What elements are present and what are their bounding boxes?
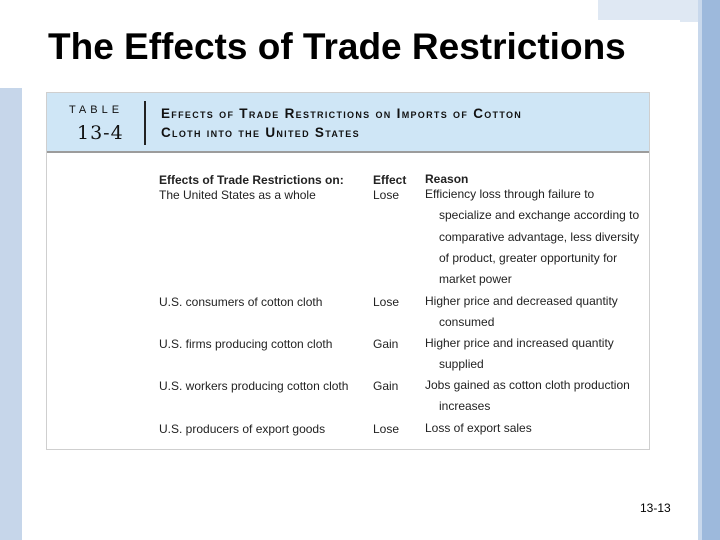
right-accent-bar (698, 0, 720, 540)
reason-line: Loss of export sales (425, 421, 532, 435)
row-group: U.S. consumers of cotton cloth (159, 295, 323, 309)
reason-line: increases (439, 399, 491, 414)
corner-accent (680, 12, 698, 22)
row-reason: Loss of export sales (425, 418, 532, 439)
reason-line: supplied (439, 357, 484, 372)
left-accent-bar (0, 88, 22, 540)
slide-title: The Effects of Trade Restrictions (48, 26, 626, 67)
row-group: U.S. workers producing cotton cloth (159, 379, 349, 393)
column-header-effect: Effect (373, 173, 407, 187)
reason-line: of product, greater opportunity for (439, 250, 618, 265)
row-group: U.S. firms producing cotton cloth (159, 337, 333, 351)
row-group: U.S. producers of export goods (159, 422, 326, 436)
reason-line: market power (439, 272, 512, 287)
slide-number: 13-13 (640, 501, 671, 515)
row-effect: Gain (373, 379, 399, 393)
table-label: TABLE (69, 104, 124, 116)
row-reason: Jobs gained as cotton cloth production i… (425, 375, 630, 418)
row-effect: Lose (373, 188, 400, 202)
column-header-reason: Reason (425, 172, 469, 186)
row-reason: Higher price and decreased quantity cons… (425, 291, 618, 334)
reason-line: specialize and exchange according to (439, 208, 640, 223)
table-title-line-2: Cloth into the United States (161, 125, 360, 140)
reason-line: Higher price and increased quantity (425, 336, 614, 350)
table-header: TABLE 13-4 Effects of Trade Restrictions… (47, 93, 649, 153)
table-figure: TABLE 13-4 Effects of Trade Restrictions… (46, 92, 650, 450)
table-title-line-1: Effects of Trade Restrictions on Imports… (161, 106, 523, 121)
row-effect: Lose (373, 295, 400, 309)
table-title: Effects of Trade Restrictions on Imports… (161, 104, 631, 142)
row-reason: Efficiency loss through failure to speci… (425, 184, 639, 290)
row-effect: Gain (373, 337, 399, 351)
reason-line: consumed (439, 315, 495, 330)
header-divider (144, 101, 146, 145)
reason-line: Higher price and decreased quantity (425, 294, 618, 308)
row-effect: Lose (373, 422, 400, 436)
row-reason: Higher price and increased quantity supp… (425, 333, 614, 376)
table-number: 13-4 (77, 122, 124, 144)
reason-line: comparative advantage, less diversity (439, 229, 640, 244)
row-group: The United States as a whole (159, 188, 316, 202)
column-header-effects-on: Effects of Trade Restrictions on: (159, 173, 344, 187)
reason-line: Efficiency loss through failure to (425, 187, 595, 201)
reason-line: Jobs gained as cotton cloth production (425, 378, 630, 392)
